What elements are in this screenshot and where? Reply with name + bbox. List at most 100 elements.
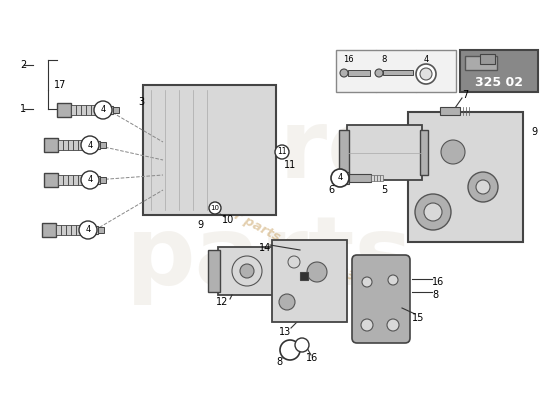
Bar bbox=[208, 250, 220, 292]
Circle shape bbox=[307, 262, 327, 282]
Bar bbox=[336, 50, 456, 92]
Circle shape bbox=[361, 319, 373, 331]
Text: 16: 16 bbox=[432, 277, 444, 287]
Circle shape bbox=[81, 171, 99, 189]
Bar bbox=[81, 105, 86, 115]
Circle shape bbox=[232, 256, 262, 286]
Bar bbox=[86, 226, 98, 234]
Bar bbox=[76, 105, 81, 115]
Bar bbox=[272, 240, 347, 322]
Circle shape bbox=[388, 275, 398, 285]
Bar bbox=[274, 250, 286, 292]
Circle shape bbox=[415, 194, 451, 230]
Text: 1: 1 bbox=[20, 104, 26, 114]
Circle shape bbox=[288, 256, 300, 268]
Text: 325 02: 325 02 bbox=[475, 76, 523, 88]
Text: 10: 10 bbox=[222, 215, 234, 225]
Circle shape bbox=[209, 202, 221, 214]
Text: a passion for parts since 1983: a passion for parts since 1983 bbox=[152, 166, 358, 284]
Bar bbox=[83, 175, 88, 185]
Circle shape bbox=[441, 140, 465, 164]
Text: 8: 8 bbox=[381, 54, 387, 64]
Text: 3: 3 bbox=[138, 97, 144, 107]
Circle shape bbox=[79, 221, 97, 239]
Circle shape bbox=[81, 136, 99, 154]
Bar bbox=[408, 112, 523, 242]
Text: 4: 4 bbox=[87, 140, 92, 150]
Bar bbox=[81, 225, 86, 235]
Bar bbox=[63, 140, 68, 150]
Bar bbox=[61, 225, 66, 235]
Circle shape bbox=[331, 169, 349, 187]
Bar bbox=[68, 140, 73, 150]
Bar bbox=[78, 175, 83, 185]
Bar bbox=[377, 175, 380, 181]
Bar bbox=[339, 130, 349, 175]
Bar bbox=[335, 172, 349, 184]
Bar bbox=[71, 225, 76, 235]
Text: 11: 11 bbox=[284, 160, 296, 170]
Circle shape bbox=[387, 319, 399, 331]
Bar bbox=[480, 54, 495, 64]
Text: 12: 12 bbox=[216, 297, 228, 307]
Text: euro
parts: euro parts bbox=[126, 105, 414, 305]
Bar bbox=[98, 227, 104, 233]
Text: 9: 9 bbox=[531, 127, 537, 137]
Circle shape bbox=[476, 180, 490, 194]
Text: 4: 4 bbox=[424, 54, 428, 64]
Text: 4: 4 bbox=[87, 176, 92, 184]
Bar bbox=[66, 225, 71, 235]
Bar bbox=[44, 138, 58, 152]
Bar bbox=[380, 175, 382, 181]
Bar bbox=[96, 105, 101, 115]
Bar bbox=[83, 140, 88, 150]
Bar bbox=[218, 247, 276, 295]
Bar bbox=[73, 175, 78, 185]
Text: 8: 8 bbox=[432, 290, 438, 300]
Circle shape bbox=[280, 340, 300, 360]
Text: 10: 10 bbox=[211, 205, 219, 211]
Bar bbox=[88, 176, 100, 184]
Circle shape bbox=[275, 145, 289, 159]
Text: 17: 17 bbox=[54, 80, 66, 90]
Circle shape bbox=[340, 69, 348, 77]
Text: 9: 9 bbox=[197, 220, 203, 230]
Text: 4: 4 bbox=[100, 106, 106, 114]
Bar bbox=[78, 140, 83, 150]
Bar bbox=[42, 223, 56, 237]
Circle shape bbox=[295, 338, 309, 352]
Circle shape bbox=[240, 264, 254, 278]
Bar bbox=[383, 70, 413, 75]
Text: 4: 4 bbox=[337, 174, 343, 182]
Bar bbox=[100, 177, 106, 183]
Bar bbox=[73, 140, 78, 150]
Bar bbox=[58, 140, 63, 150]
Bar bbox=[347, 125, 422, 180]
Bar bbox=[143, 85, 276, 215]
Text: 11: 11 bbox=[277, 148, 287, 156]
Bar bbox=[374, 175, 377, 181]
Bar bbox=[300, 272, 308, 280]
Circle shape bbox=[94, 101, 112, 119]
Text: 4: 4 bbox=[85, 226, 91, 234]
Bar bbox=[420, 130, 428, 175]
Text: 2: 2 bbox=[20, 60, 26, 70]
Bar bbox=[56, 225, 61, 235]
Bar bbox=[465, 56, 497, 70]
FancyBboxPatch shape bbox=[352, 255, 410, 343]
Bar bbox=[440, 107, 460, 115]
Bar bbox=[44, 173, 58, 187]
Bar bbox=[63, 175, 68, 185]
Text: 5: 5 bbox=[381, 185, 387, 195]
Bar bbox=[68, 175, 73, 185]
Circle shape bbox=[362, 277, 372, 287]
Text: 15: 15 bbox=[412, 313, 424, 323]
Bar bbox=[113, 107, 119, 113]
Text: 13: 13 bbox=[279, 327, 291, 337]
Circle shape bbox=[279, 294, 295, 310]
Text: 16: 16 bbox=[306, 353, 318, 363]
Circle shape bbox=[375, 69, 383, 77]
Text: 7: 7 bbox=[462, 90, 468, 100]
Circle shape bbox=[424, 203, 442, 221]
Bar bbox=[86, 105, 91, 115]
